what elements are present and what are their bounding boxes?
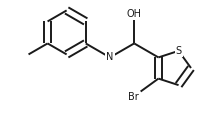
Text: N: N [106,52,114,62]
Text: Br: Br [128,92,139,102]
Text: S: S [176,46,182,56]
Text: OH: OH [127,9,142,19]
